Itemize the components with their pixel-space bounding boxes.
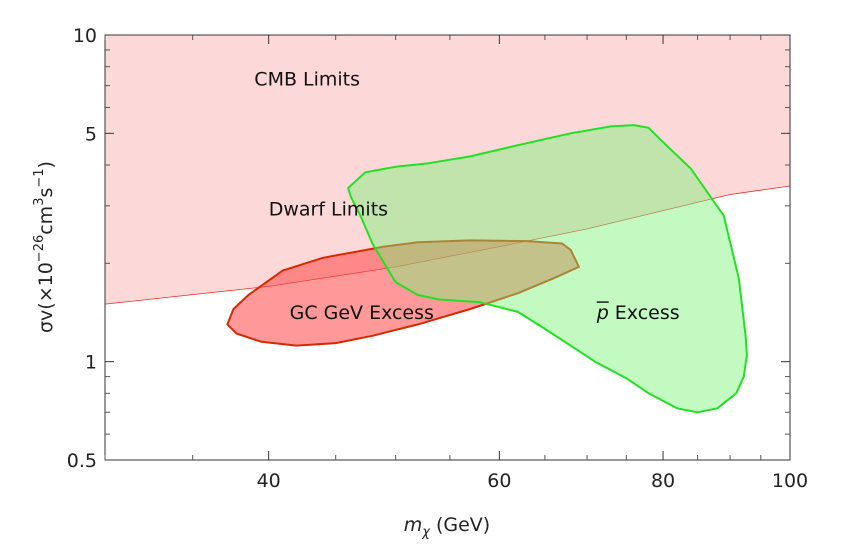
p-bar-excess-region	[347, 124, 748, 414]
y-axis-mid2: s	[35, 188, 57, 198]
y-tick-label: 0.5	[67, 450, 97, 472]
x-tick-label: 100	[772, 470, 808, 492]
gc-gev-excess-label: GC GeV Excess	[290, 302, 434, 324]
plot-area	[105, 35, 790, 414]
y-axis-title: σv(×10−26cm3s−1)	[32, 161, 57, 333]
x-axis-unit: (GeV)	[436, 514, 490, 536]
y-tick-label: 5	[85, 123, 97, 145]
y-axis-exp2: 3	[32, 198, 47, 206]
x-axis-title: mχ (GeV)	[404, 514, 490, 540]
ticks-layer: 40 60 80 100 0.5 1 5 10	[67, 25, 808, 492]
dwarf-limits-label-text: Dwarf Limits	[269, 199, 388, 221]
x-tick-label: 80	[651, 470, 675, 492]
y-axis-suffix: )	[35, 161, 57, 168]
y-axis-mid: cm	[35, 206, 57, 235]
p-bar-excess-label-text: p	[596, 302, 609, 324]
gc-gev-excess-region	[226, 239, 580, 347]
x-tick-label: 40	[257, 470, 281, 492]
y-axis-exp1: −26	[32, 235, 47, 262]
x-axis-var: m	[404, 514, 423, 536]
gc-gev-excess-label-text: GC GeV Excess	[290, 302, 434, 324]
y-tick-label: 10	[73, 25, 97, 47]
y-tick-label: 1	[85, 352, 97, 374]
x-tick-label: 60	[487, 470, 511, 492]
regions-layer	[105, 35, 790, 414]
y-axis-prefix: σv(×10	[35, 262, 57, 333]
p-bar-excess-label: p Excess	[596, 302, 680, 324]
plot-frame	[104, 34, 791, 461]
x-axis-sub: χ	[421, 525, 431, 540]
p-bar-excess-label-suffix: Excess	[609, 302, 680, 324]
labels-layer: CMB Limits Dwarf Limits GC GeV Excess p Exc…	[254, 69, 679, 325]
dwarf-limits-label: Dwarf Limits	[269, 199, 388, 221]
dwarf-limits-region	[105, 35, 790, 305]
cmb-limits-label: CMB Limits	[254, 69, 360, 91]
y-axis-exp3: −1	[32, 168, 47, 187]
cmb-limits-label-text: CMB Limits	[254, 69, 360, 91]
